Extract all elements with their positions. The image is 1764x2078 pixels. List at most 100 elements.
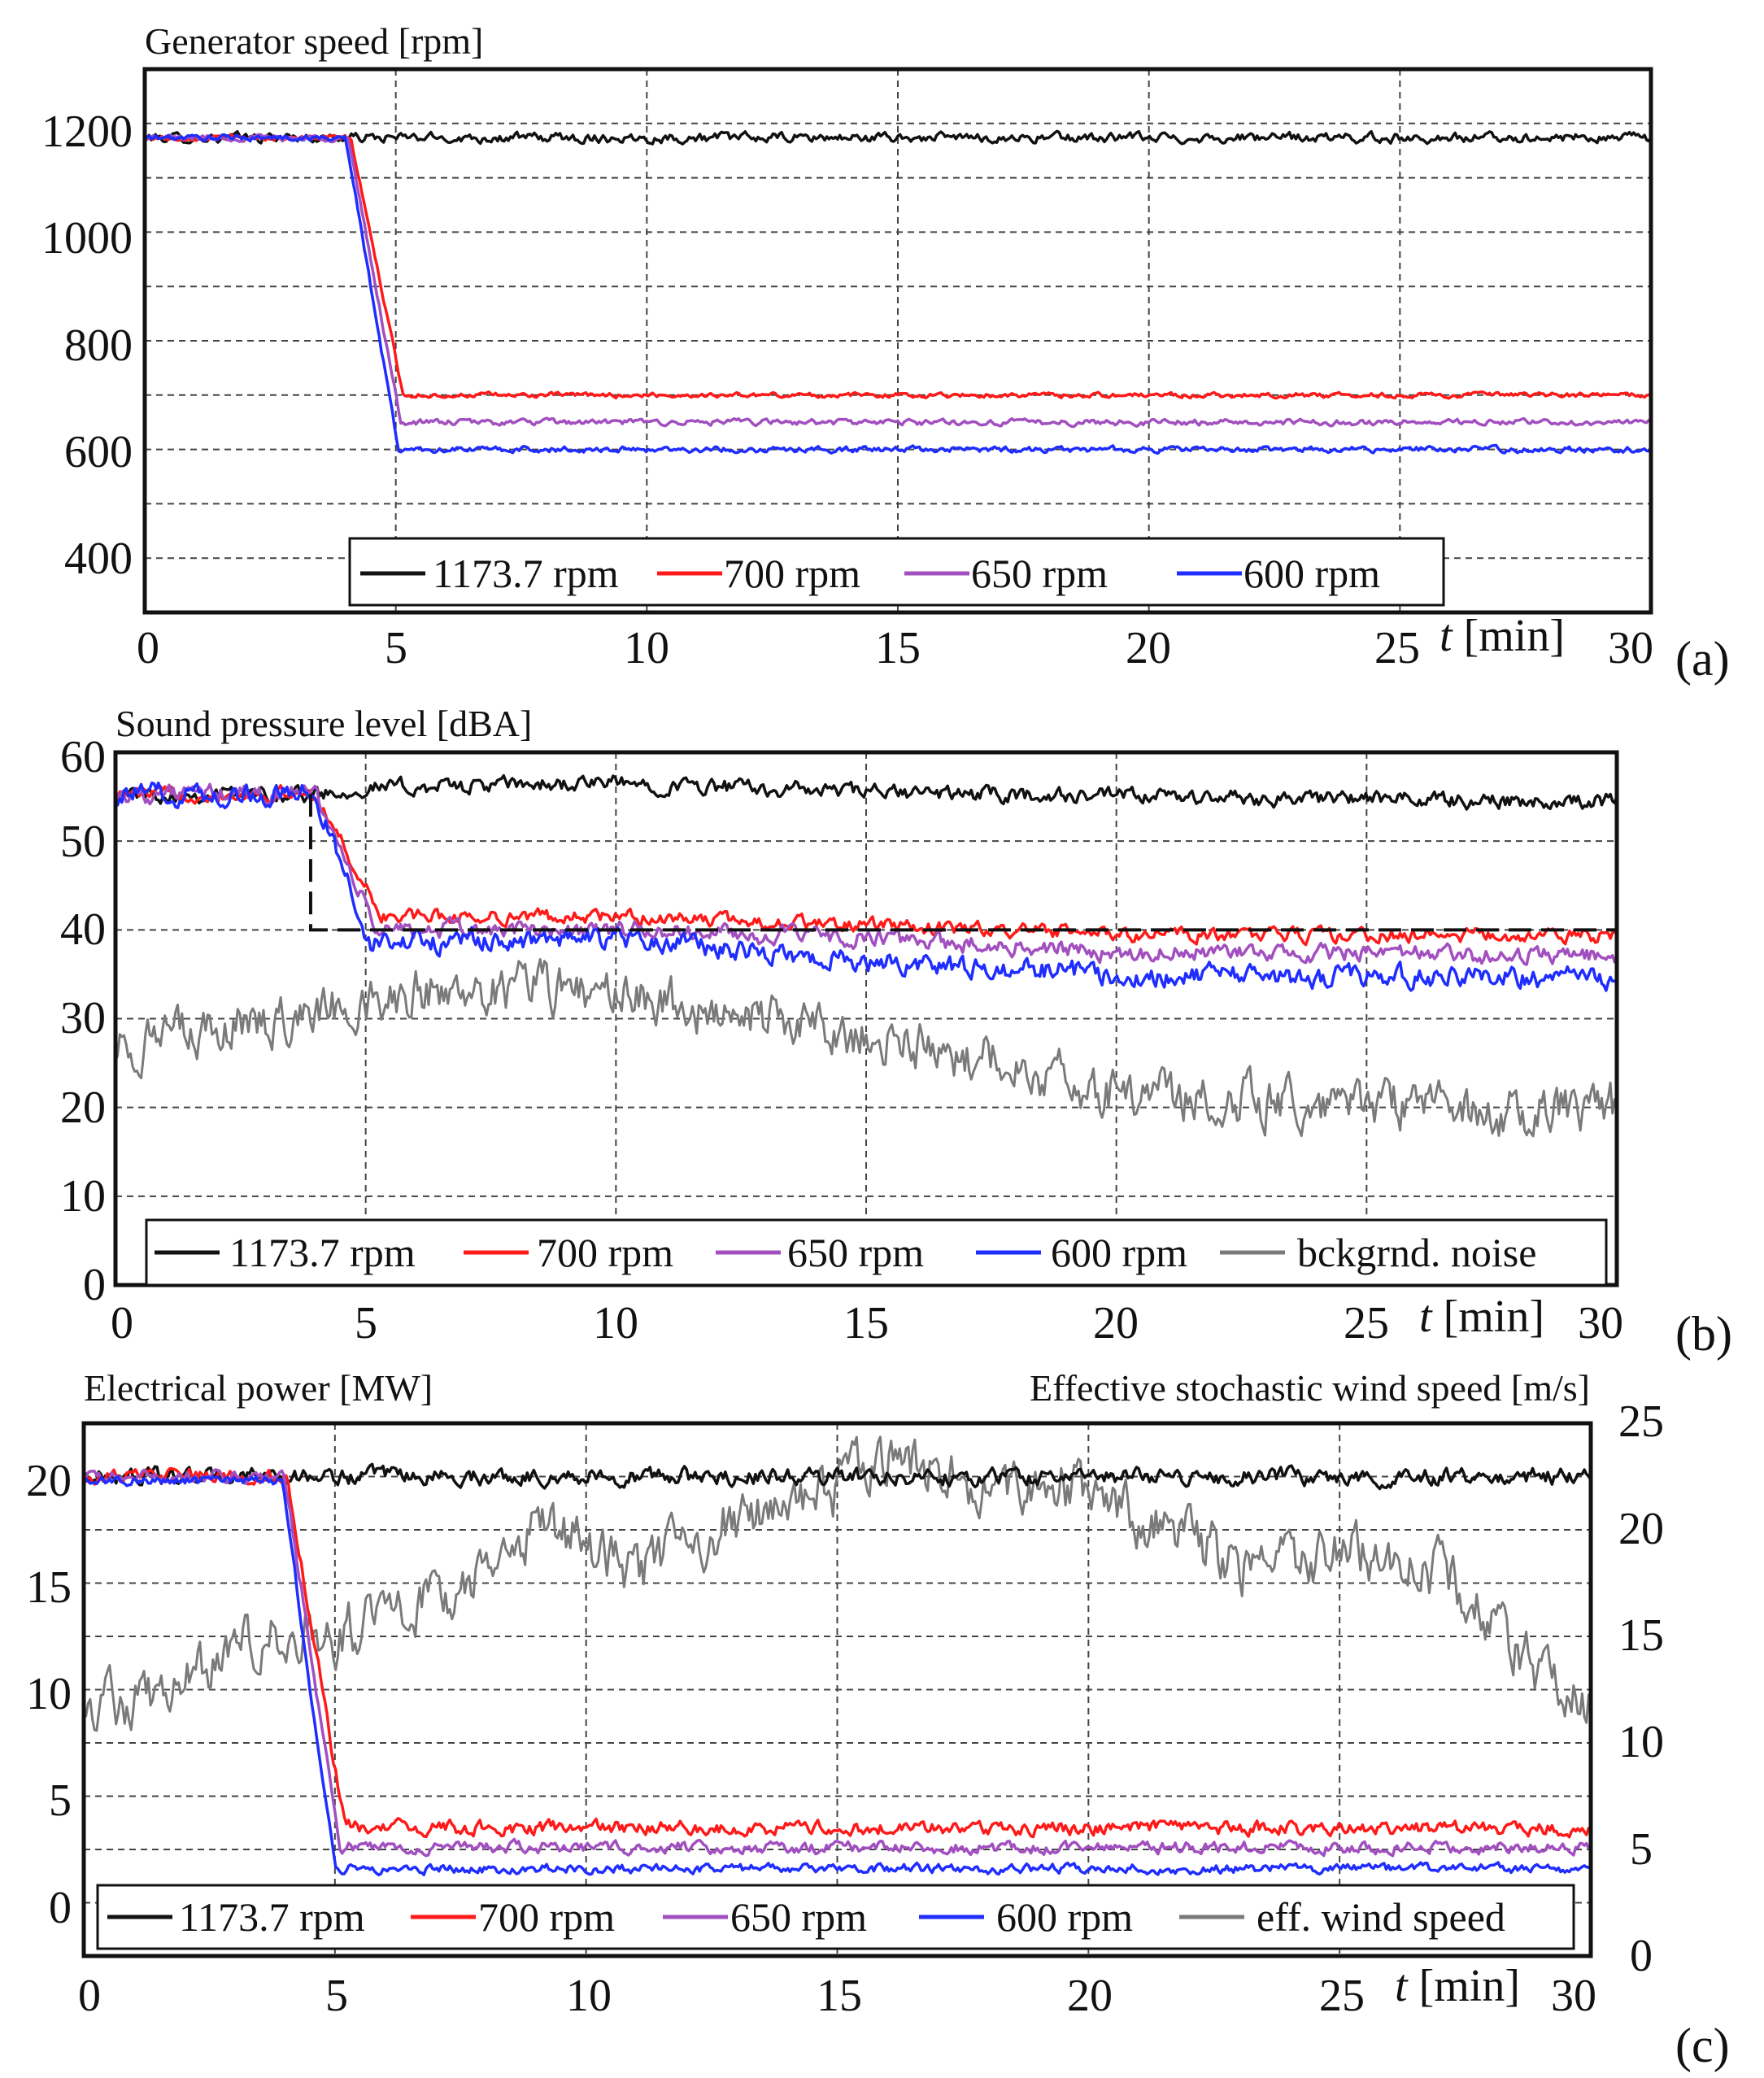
panel-a-ytick-1200: 1200 xyxy=(41,107,133,157)
panel-c-xtick-5: 5 xyxy=(325,1971,348,2021)
panel-c-ytick-right-15: 15 xyxy=(1618,1610,1664,1661)
panel-b-ytick-40: 40 xyxy=(60,904,106,955)
panel-a-series-700-rpm xyxy=(144,133,1652,400)
panel-b-xtick-20: 20 xyxy=(1093,1298,1139,1348)
panel-a-legend-700: 700 rpm xyxy=(724,551,860,596)
panel-a-legend: 1173.7 rpm 700 rpm 650 rpm 600 rpm xyxy=(348,537,1445,607)
panel-c-ytick-right-25: 25 xyxy=(1618,1396,1664,1447)
panel-a-label: (a) xyxy=(1675,632,1730,686)
panel-c-electrical-power: Electrical power [MW] Effective stochast… xyxy=(26,1367,1730,2072)
panel-b-legend: 1173.7 rpm 700 rpm 650 rpm 600 rpm bckgr… xyxy=(145,1218,1608,1287)
panel-b-ytick-50: 50 xyxy=(60,817,106,867)
panel-b-ytick-60: 60 xyxy=(60,732,106,782)
panel-b-series xyxy=(114,773,1618,1138)
panel-a-series-650-rpm xyxy=(143,133,1652,429)
panel-c-legend-box xyxy=(96,1884,1575,1950)
panel-c-legend-wind: eff. wind speed xyxy=(1257,1894,1505,1940)
panel-a-xtick-25: 25 xyxy=(1374,623,1420,673)
panel-c-legend-650: 650 rpm xyxy=(730,1894,867,1940)
panel-c-xtick-15: 15 xyxy=(817,1971,862,2021)
panel-a-xtick-15: 15 xyxy=(875,623,921,673)
panel-a-series xyxy=(143,129,1653,455)
panel-a-series-600-rpm xyxy=(144,133,1651,455)
panel-b-label: (b) xyxy=(1675,1307,1732,1361)
panel-c-ytick-5: 5 xyxy=(49,1775,72,1826)
panel-b-legend-700: 700 rpm xyxy=(537,1230,673,1275)
panel-c-series-1173-7-rpm xyxy=(82,1462,1592,1491)
panel-a-legend-box xyxy=(348,537,1445,607)
panel-b-series-1173-7-rpm xyxy=(114,773,1618,811)
panel-c-ytick-right-20: 20 xyxy=(1618,1504,1664,1554)
panel-a-legend-600: 600 rpm xyxy=(1244,551,1380,596)
panel-c-y-ticks-left: 20 15 10 5 0 xyxy=(26,1456,72,1933)
panel-c-legend: 1173.7 rpm 700 rpm 650 rpm 600 rpm eff. … xyxy=(96,1884,1575,1950)
panel-c-legend-700: 700 rpm xyxy=(478,1894,615,1940)
panel-c-xtick-20: 20 xyxy=(1067,1971,1113,2021)
panel-a-generator-speed: Generator speed [rpm] 1200 1000 800 600 … xyxy=(41,20,1730,686)
panel-b-x-ticks: 0 5 10 15 20 25 30 xyxy=(111,1298,1623,1348)
panel-c-ytick-0: 0 xyxy=(49,1883,72,1933)
panel-b-series-bckgrnd-noise xyxy=(114,958,1618,1138)
panel-b-series-650-rpm xyxy=(114,782,1618,966)
panel-c-y-ticks-right: 25 20 15 10 5 0 xyxy=(1618,1396,1664,1981)
panel-c-series-650-rpm xyxy=(83,1468,1592,1858)
panel-a-xtick-5: 5 xyxy=(385,623,407,673)
panel-c-ytick-10: 10 xyxy=(26,1669,72,1719)
panel-b-xtick-0: 0 xyxy=(111,1298,133,1348)
panel-b-legend-1173: 1173.7 rpm xyxy=(229,1230,416,1275)
panel-b-xlabel: t [min] xyxy=(1419,1292,1544,1342)
panel-a-series-1173-7-rpm xyxy=(143,129,1653,146)
panel-c-title: Electrical power [MW] xyxy=(84,1367,433,1409)
panel-a-xtick-30: 30 xyxy=(1608,623,1653,673)
panel-b-y-ticks: 60 50 40 30 20 10 0 xyxy=(60,732,106,1310)
panel-b-reference-line xyxy=(308,794,1617,932)
panel-b-ytick-10: 10 xyxy=(60,1171,106,1222)
panel-a-x-ticks: 0 5 10 15 20 25 30 xyxy=(137,623,1653,673)
panel-c-label: (c) xyxy=(1675,2019,1730,2072)
panel-c-xtick-0: 0 xyxy=(78,1971,101,2021)
panel-a-xtick-10: 10 xyxy=(624,623,669,673)
panel-c-ytick-15: 15 xyxy=(26,1562,72,1613)
panel-a-xtick-0: 0 xyxy=(137,623,159,673)
panel-a-frame xyxy=(142,67,1653,615)
panel-b-series-700-rpm xyxy=(115,784,1618,947)
panel-b-xtick-5: 5 xyxy=(355,1298,377,1348)
panel-c-ytick-right-10: 10 xyxy=(1618,1717,1664,1767)
panel-b-xtick-25: 25 xyxy=(1344,1298,1389,1348)
panel-b-legend-box xyxy=(145,1218,1608,1287)
panel-c-xtick-30: 30 xyxy=(1551,1971,1596,2021)
panel-c-legend-600: 600 rpm xyxy=(996,1894,1133,1940)
panel-c-series xyxy=(82,1435,1592,1877)
panel-b-xtick-30: 30 xyxy=(1578,1298,1623,1348)
panel-b-ytick-0: 0 xyxy=(83,1260,106,1310)
panel-c-frame xyxy=(81,1421,1593,1958)
panel-c-ytick-right-0: 0 xyxy=(1630,1931,1653,1981)
panel-c-ytick-20: 20 xyxy=(26,1456,72,1506)
panel-a-ytick-800: 800 xyxy=(64,320,133,371)
panel-c-xtick-10: 10 xyxy=(566,1971,612,2021)
panel-b-xtick-10: 10 xyxy=(593,1298,638,1348)
panel-b-title: Sound pressure level [dBA] xyxy=(115,703,532,744)
panel-a-ytick-1000: 1000 xyxy=(41,213,133,264)
panel-b-legend-650: 650 rpm xyxy=(787,1230,924,1275)
panel-c-series-eff-wind-speed xyxy=(82,1435,1592,1732)
panel-b-xtick-15: 15 xyxy=(843,1298,889,1348)
panel-b-series-600-rpm xyxy=(114,781,1618,992)
panel-b-legend-noise: bckgrnd. noise xyxy=(1297,1230,1536,1275)
panel-c-xlabel: t [min] xyxy=(1395,1961,1520,2011)
panel-a-grid xyxy=(145,69,1651,612)
panel-b-sound-pressure: Sound pressure level [dBA] 60 50 40 30 2… xyxy=(60,703,1732,1361)
panel-a-ytick-600: 600 xyxy=(64,427,133,477)
panel-c-ytick-right-5: 5 xyxy=(1630,1824,1653,1875)
panel-b-grid xyxy=(115,752,1617,1285)
panel-b-ytick-30: 30 xyxy=(60,993,106,1043)
panel-c-legend-1173: 1173.7 rpm xyxy=(179,1894,365,1940)
panel-b-ytick-20: 20 xyxy=(60,1083,106,1133)
panel-c-x-ticks: 0 5 10 15 20 25 30 xyxy=(78,1971,1596,2021)
panel-c-xtick-25: 25 xyxy=(1319,1971,1365,2021)
panel-a-legend-1173: 1173.7 rpm xyxy=(433,551,619,596)
panel-a-xtick-20: 20 xyxy=(1126,623,1171,673)
panel-a-y-ticks: 1200 1000 800 600 400 xyxy=(41,107,133,584)
panel-a-title: Generator speed [rpm] xyxy=(145,20,483,62)
